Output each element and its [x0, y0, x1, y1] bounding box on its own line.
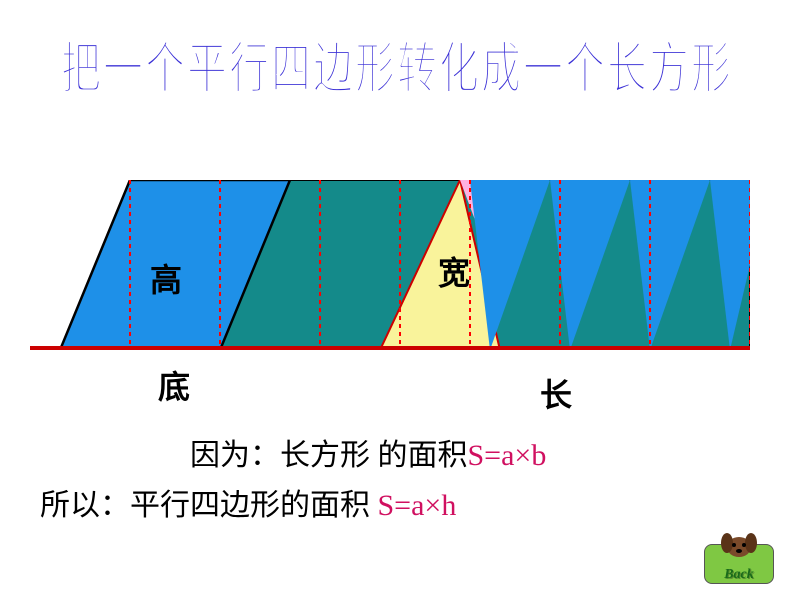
back-label: Back [724, 567, 754, 583]
parallelogram-formula: S=a×h [378, 489, 457, 522]
conclusion-prefix: 所以：平行四边形的面积 [40, 489, 378, 522]
rectangle-formula: S=a×b [468, 439, 547, 472]
conclusion-line: 所以：平行四边形的面积 S=a×h [40, 480, 456, 524]
reason-line: 因为：长方形 的面积S=a×b [190, 430, 546, 474]
transformation-diagram [30, 180, 750, 350]
reason-prefix: 因为：长方形 的面积 [190, 439, 468, 472]
label-chang: 长 [540, 370, 572, 416]
dog-icon [721, 529, 757, 559]
diagram-svg [30, 180, 750, 350]
page-title: 把一个平行四边形转化成一个长方形 [61, 23, 733, 104]
label-gao: 高 [150, 255, 182, 301]
back-button[interactable]: Back [704, 544, 774, 584]
label-di: 底 [158, 362, 190, 408]
label-kuan: 宽 [438, 248, 470, 294]
